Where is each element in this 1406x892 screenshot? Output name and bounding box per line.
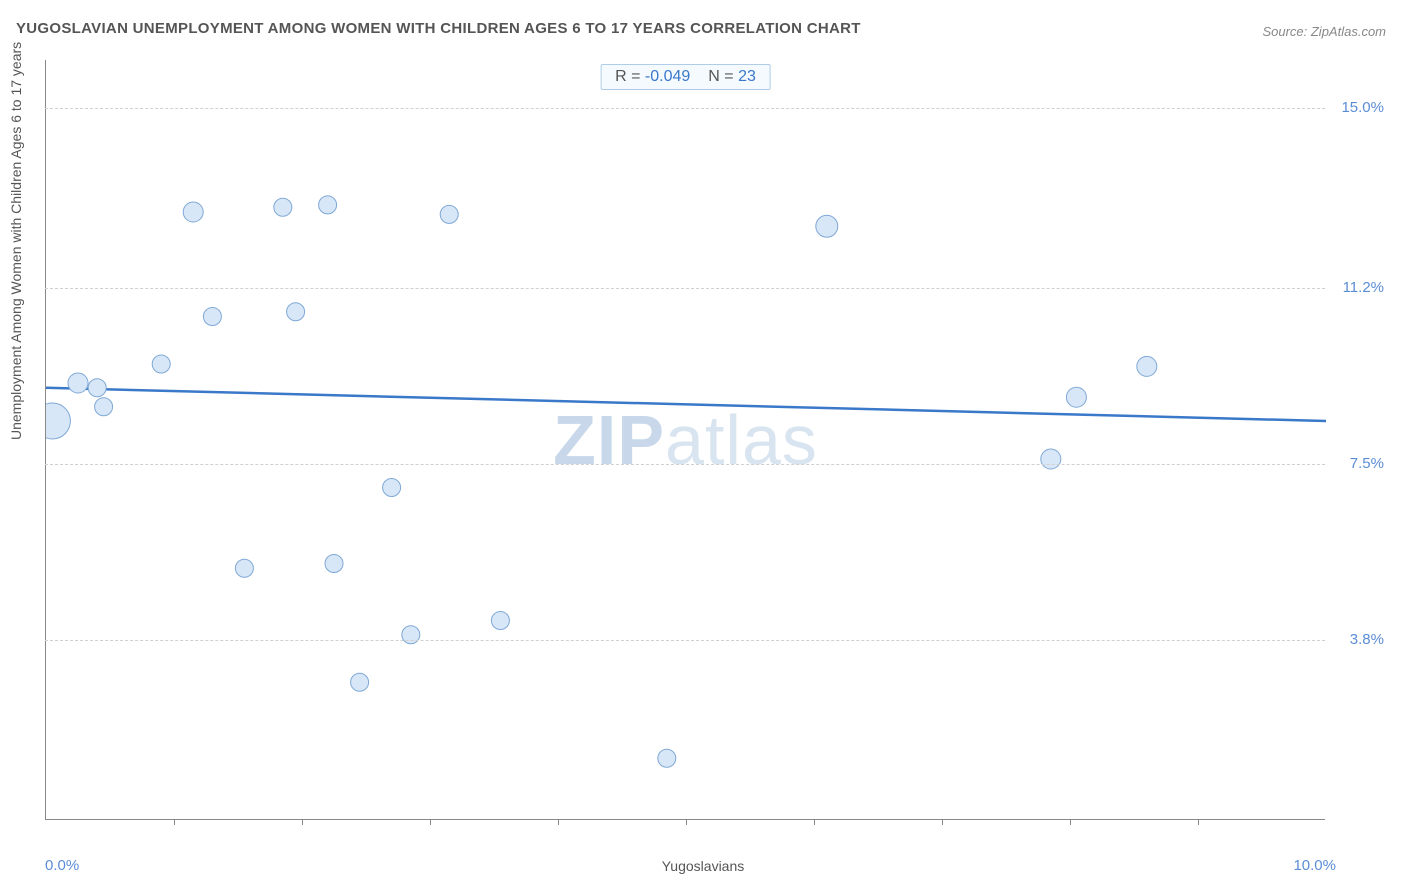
y-tick-label: 11.2% xyxy=(1343,279,1384,296)
data-point xyxy=(1137,356,1157,376)
x-tick xyxy=(430,819,431,825)
data-point xyxy=(402,626,420,644)
data-point xyxy=(325,555,343,573)
source-label: Source: ZipAtlas.com xyxy=(1262,24,1386,39)
data-point xyxy=(68,373,88,393)
x-tick xyxy=(302,819,303,825)
data-point xyxy=(1041,449,1061,469)
chart-title: YUGOSLAVIAN UNEMPLOYMENT AMONG WOMEN WIT… xyxy=(16,20,861,37)
gridline xyxy=(45,288,1325,289)
x-tick xyxy=(942,819,943,825)
data-point xyxy=(183,202,203,222)
gridline xyxy=(45,108,1325,109)
x-tick xyxy=(814,819,815,825)
y-axis-label: Unemployment Among Women with Children A… xyxy=(8,42,24,440)
gridline xyxy=(45,640,1325,641)
data-point xyxy=(816,215,838,237)
gridline xyxy=(45,464,1325,465)
x-tick xyxy=(1070,819,1071,825)
data-point xyxy=(88,379,106,397)
x-tick xyxy=(1198,819,1199,825)
y-tick-label: 15.0% xyxy=(1341,99,1384,116)
chart-svg xyxy=(46,60,1326,820)
data-point xyxy=(491,612,509,630)
plot-area: R = -0.049 N = 23 ZIPatlas xyxy=(45,60,1325,820)
data-point xyxy=(383,479,401,497)
chart-container: YUGOSLAVIAN UNEMPLOYMENT AMONG WOMEN WIT… xyxy=(0,0,1406,892)
data-point xyxy=(351,673,369,691)
x-tick xyxy=(558,819,559,825)
data-point xyxy=(203,308,221,326)
x-tick-min: 0.0% xyxy=(45,857,79,874)
data-point xyxy=(152,355,170,373)
data-point xyxy=(274,198,292,216)
data-point xyxy=(1066,387,1086,407)
data-point xyxy=(235,559,253,577)
data-point xyxy=(658,749,676,767)
x-tick xyxy=(686,819,687,825)
x-tick-max: 10.0% xyxy=(1293,857,1336,874)
x-axis-label: Yugoslavians xyxy=(662,858,745,874)
data-point xyxy=(95,398,113,416)
data-point xyxy=(287,303,305,321)
data-point xyxy=(319,196,337,214)
data-point xyxy=(440,205,458,223)
y-tick-label: 3.8% xyxy=(1350,631,1384,648)
data-point xyxy=(46,403,70,439)
y-tick-label: 7.5% xyxy=(1350,455,1384,472)
regression-line xyxy=(46,388,1326,421)
x-tick xyxy=(174,819,175,825)
